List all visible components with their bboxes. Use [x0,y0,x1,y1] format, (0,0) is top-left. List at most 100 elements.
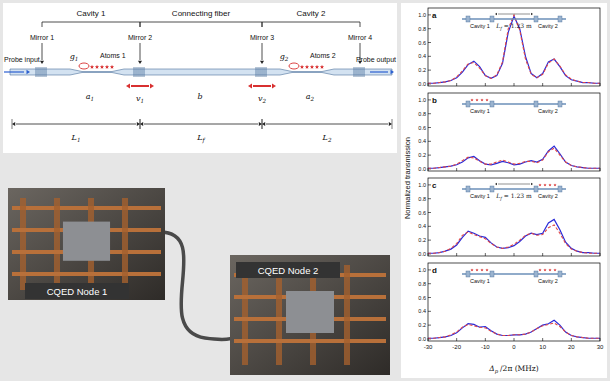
label: d [432,266,437,275]
atom [543,268,546,271]
schematic-panel [3,3,397,153]
symbol-sub: 2 [310,96,315,102]
atom [300,65,304,69]
label: a [432,11,437,20]
symbol-label: Lf= 1.23 m [495,192,532,201]
apparatus [63,222,110,261]
y-tick [428,311,431,312]
inset-mirror [490,16,494,22]
label: 0.0 [418,251,426,257]
y-tick [428,113,431,114]
label: Mirror 1 [30,34,54,41]
arrow-head [12,122,15,126]
x-tick [485,253,486,256]
series-line [428,225,600,253]
label: CQED Node 2 [258,265,319,276]
atom [548,183,551,186]
atom [475,98,478,101]
arrow-head [495,183,497,185]
frame [428,263,600,341]
grating [136,67,137,77]
label: 20 [568,344,575,350]
inset-mirror [534,186,538,192]
spectra-panel [401,3,607,378]
y-tick [428,141,431,142]
frame [428,8,600,86]
atom [538,268,541,271]
length-end [392,119,393,129]
copper-tube [344,265,350,365]
grating [356,67,357,77]
symbol-rest: = 1.23 m [504,192,532,199]
copper-tube [234,339,386,343]
label: Cavity 1 [470,108,490,114]
lines [428,146,600,168]
x-tick [456,83,457,86]
grating [354,67,355,77]
atom [548,268,551,271]
symbol-label: Lf= 1.23 m [495,22,532,31]
pointer [140,43,141,60]
y-tick [428,28,431,29]
grating [266,67,267,77]
grating [264,67,265,77]
photo-label-bg [236,262,340,278]
grating [258,67,259,77]
atom [543,183,546,186]
symbol-base: b [197,92,202,101]
symbol-sub: f [499,196,503,201]
inset-mirror [490,101,494,107]
x-tick [542,83,543,86]
arrow-head [26,70,30,74]
symbol-sub: 2 [284,56,289,62]
motion-arrow [253,85,271,87]
series-line [428,219,600,253]
inset: Cavity 1Cavity 2 [462,268,566,284]
label: Normalized transmission [403,137,412,219]
grating [38,67,39,77]
arrow-head [137,122,140,126]
arrow-head [272,84,276,89]
photos: CQED Node 1CQED Node 2 [8,188,390,375]
grating [42,67,43,77]
inset-length-arrow [498,14,530,15]
atom [105,65,109,69]
cable [160,232,237,339]
y-tick [428,325,431,326]
copper-tube [242,265,248,365]
y-tick [428,42,431,43]
inset-mirror [490,186,494,192]
label: Connecting fiber [172,9,231,18]
coupling-loop [289,63,299,69]
bracket [140,22,262,27]
copper-tube [122,198,128,290]
series-line [428,16,600,83]
pointer [262,43,263,60]
apparatus [286,291,334,333]
symbol-label: g2 [280,52,289,62]
x-tick [542,253,543,256]
x-tick [456,253,457,256]
arrow-head [389,122,392,126]
label: -20 [452,344,461,350]
y-tick [428,184,431,185]
inset-mirror [466,271,470,277]
copper-tube [12,206,161,210]
atom [95,65,99,69]
series-line [428,146,600,168]
symbol-sub: f [202,137,206,144]
arrow-head [138,61,142,64]
series-line [428,148,600,168]
inset-mirror [534,271,538,277]
label: Cavity 2 [538,108,558,114]
label: 0.2 [418,152,426,158]
label: 30 [597,344,604,350]
grating [360,67,361,77]
symbol-label: Δp/2π (MHz) [488,364,539,375]
symbol-rest: = 1.23 m [504,22,532,29]
photo-label-bg [25,283,129,299]
photo [230,255,390,375]
bracket [262,22,360,27]
atom [305,65,309,69]
x-tick [514,168,515,171]
